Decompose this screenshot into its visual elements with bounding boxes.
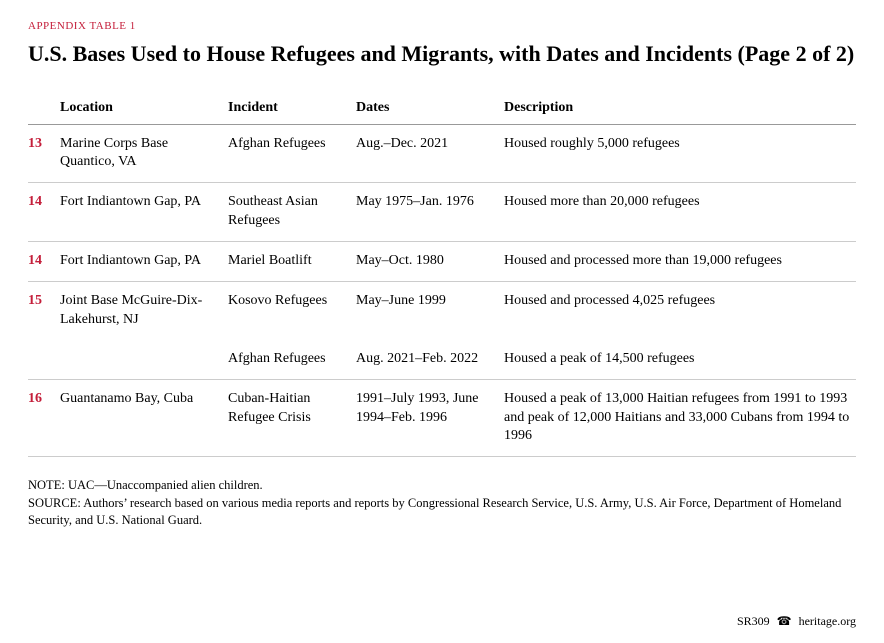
- cell-num: 14: [28, 242, 60, 282]
- cell-incident: Mariel Boatlift: [228, 242, 356, 282]
- note-label: NOTE:: [28, 478, 65, 492]
- cell-incident: Afghan Refugees: [228, 124, 356, 183]
- cell-num: [28, 340, 60, 379]
- cell-location: Fort Indiantown Gap, PA: [60, 242, 228, 282]
- cell-num: 13: [28, 124, 60, 183]
- note-text: UAC—Unaccompanied alien children.: [68, 478, 263, 492]
- cell-incident: Kosovo Refugees: [228, 281, 356, 339]
- cell-dates: Aug.–Dec. 2021: [356, 124, 504, 183]
- cell-num: 16: [28, 379, 60, 457]
- notes-block: NOTE: UAC—Unaccompanied alien children. …: [28, 477, 856, 530]
- footer: SR309 ☎ heritage.org: [737, 614, 856, 629]
- cell-description: Housed a peak of 14,500 refugees: [504, 340, 856, 379]
- footer-icon: ☎: [777, 614, 792, 628]
- table-row: 13Marine Corps Base Quantico, VAAfghan R…: [28, 124, 856, 183]
- cell-dates: May 1975–Jan. 1976: [356, 183, 504, 242]
- col-header-num: [28, 92, 60, 125]
- cell-dates: Aug. 2021–Feb. 2022: [356, 340, 504, 379]
- page-title: U.S. Bases Used to House Refugees and Mi…: [28, 40, 856, 68]
- source-label: SOURCE:: [28, 496, 81, 510]
- cell-dates: May–Oct. 1980: [356, 242, 504, 282]
- col-header-dates: Dates: [356, 92, 504, 125]
- source-line: SOURCE: Authors’ research based on vario…: [28, 495, 856, 530]
- cell-incident: Southeast Asian Refugees: [228, 183, 356, 242]
- cell-description: Housed more than 20,000 refugees: [504, 183, 856, 242]
- table-row: Afghan RefugeesAug. 2021–Feb. 2022Housed…: [28, 340, 856, 379]
- cell-description: Housed a peak of 13,000 Haitian refugees…: [504, 379, 856, 457]
- cell-incident: Afghan Refugees: [228, 340, 356, 379]
- col-header-location: Location: [60, 92, 228, 125]
- cell-num: 14: [28, 183, 60, 242]
- cell-dates: May–June 1999: [356, 281, 504, 339]
- col-header-description: Description: [504, 92, 856, 125]
- cell-description: Housed roughly 5,000 refugees: [504, 124, 856, 183]
- cell-location: Guantanamo Bay, Cuba: [60, 379, 228, 457]
- page-container: APPENDIX TABLE 1 U.S. Bases Used to Hous…: [0, 0, 884, 643]
- table-row: 14Fort Indiantown Gap, PAMariel Boatlift…: [28, 242, 856, 282]
- table-header-row: Location Incident Dates Description: [28, 92, 856, 125]
- cell-location: Marine Corps Base Quantico, VA: [60, 124, 228, 183]
- table-row: 16Guantanamo Bay, CubaCuban-Haitian Refu…: [28, 379, 856, 457]
- cell-incident: Cuban-Haitian Refugee Crisis: [228, 379, 356, 457]
- cell-location: Fort Indiantown Gap, PA: [60, 183, 228, 242]
- cell-location: Joint Base McGuire-Dix-Lakehurst, NJ: [60, 281, 228, 339]
- cell-description: Housed and processed 4,025 refugees: [504, 281, 856, 339]
- table-row: 14Fort Indiantown Gap, PASoutheast Asian…: [28, 183, 856, 242]
- table-row: 15Joint Base McGuire-Dix-Lakehurst, NJKo…: [28, 281, 856, 339]
- note-line: NOTE: UAC—Unaccompanied alien children.: [28, 477, 856, 495]
- table-body: 13Marine Corps Base Quantico, VAAfghan R…: [28, 124, 856, 457]
- data-table: Location Incident Dates Description 13Ma…: [28, 92, 856, 458]
- cell-dates: 1991–July 1993, June 1994–Feb. 1996: [356, 379, 504, 457]
- cell-description: Housed and processed more than 19,000 re…: [504, 242, 856, 282]
- cell-location: [60, 340, 228, 379]
- footer-code: SR309: [737, 614, 770, 628]
- source-text: Authors’ research based on various media…: [28, 496, 841, 528]
- footer-site: heritage.org: [799, 614, 856, 628]
- col-header-incident: Incident: [228, 92, 356, 125]
- cell-num: 15: [28, 281, 60, 339]
- eyebrow-label: APPENDIX TABLE 1: [28, 20, 856, 32]
